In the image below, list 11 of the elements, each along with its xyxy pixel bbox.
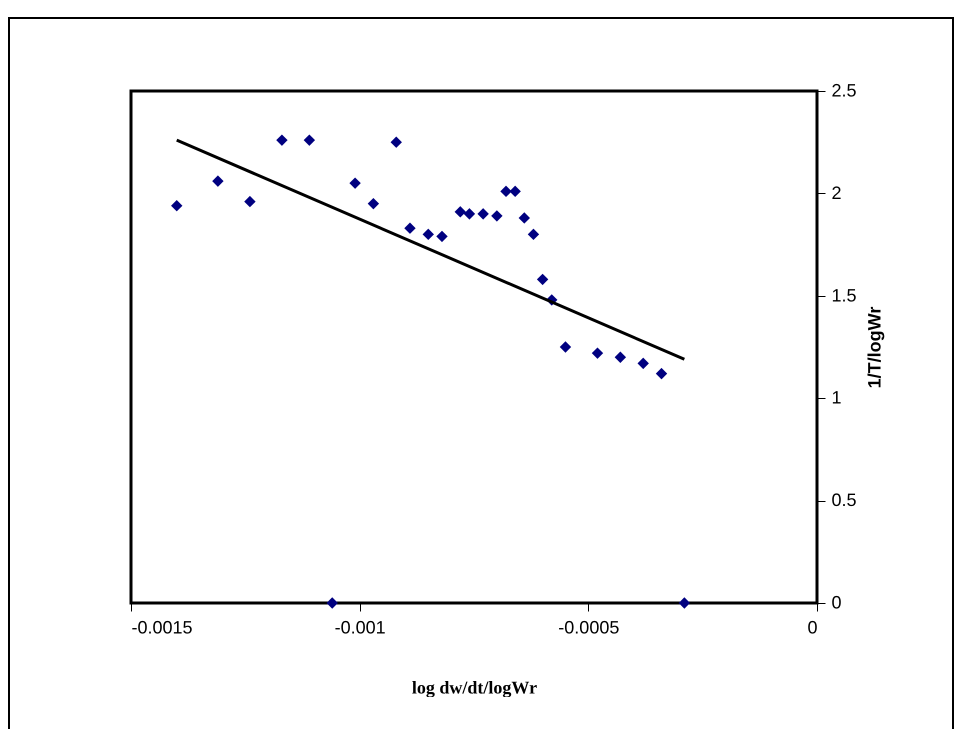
y-tick-label: 0.5 <box>832 490 857 510</box>
x-tick-label: -0.001 <box>334 618 386 638</box>
x-tick-label: 0 <box>807 618 818 638</box>
y-axis-title: 1/T/logWr <box>864 306 885 388</box>
x-tick-label: -0.0005 <box>558 618 620 638</box>
y-tick-label: 1.5 <box>832 285 857 306</box>
x-tick-label: -0.0015 <box>132 618 193 638</box>
y-tick-label: 0 <box>832 592 842 612</box>
y-tick-label: 1 <box>832 388 842 408</box>
y-tick-label: 2.5 <box>832 80 857 100</box>
y-tick-label: 2 <box>832 182 842 203</box>
